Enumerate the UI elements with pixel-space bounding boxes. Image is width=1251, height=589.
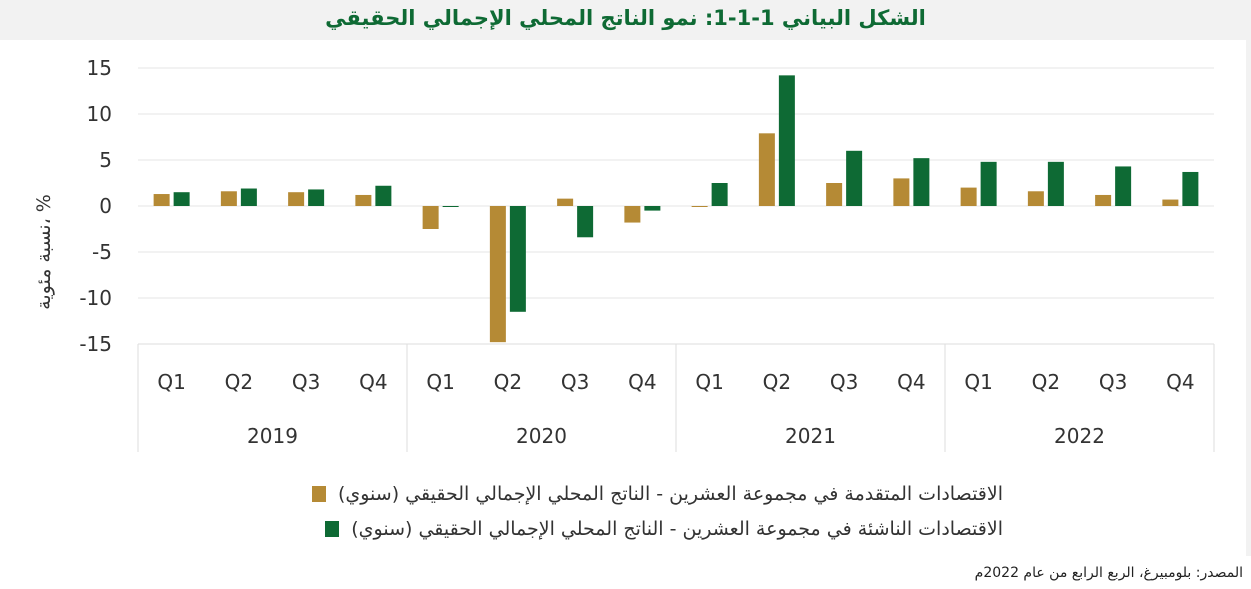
x-tick-label: Q2 [763,370,791,394]
legend: الاقتصادات المتقدمة في مجموعة العشرين - … [311,476,1003,546]
legend-label-emerging: الاقتصادات الناشئة في مجموعة العشرين - ا… [351,517,1003,540]
source-note: المصدر: بلومبيرغ، الربع الرابع من عام 20… [974,565,1243,581]
x-tick-label: Q2 [494,370,522,394]
legend-item-advanced: الاقتصادات المتقدمة في مجموعة العشرين - … [311,476,1003,511]
x-tick-label: Q4 [359,370,387,394]
bar-advanced [893,178,910,206]
year-label: 2022 [1054,424,1105,448]
bar-advanced [422,206,439,229]
bar-advanced [489,206,506,343]
bar-emerging [644,206,661,211]
x-tick-label: Q1 [426,370,454,394]
x-tick-label: Q1 [157,370,185,394]
x-tick-label: Q3 [1099,370,1127,394]
legend-label-advanced: الاقتصادات المتقدمة في مجموعة العشرين - … [337,482,1003,505]
bar-advanced [758,133,775,206]
y-tick-label: 15 [87,56,112,80]
bar-advanced [624,206,641,223]
x-tick-label: Q3 [292,370,320,394]
bar-advanced [220,191,237,206]
bar-emerging [442,206,459,207]
x-tick-label: Q1 [695,370,723,394]
y-axis-label: نسبة مئوية، % [33,194,55,310]
x-tick-label: Q3 [561,370,589,394]
bar-emerging [509,206,526,312]
bar-emerging [375,185,392,206]
y-tick-label: 10 [87,102,112,126]
bar-emerging [577,206,594,238]
x-tick-label: Q3 [830,370,858,394]
x-tick-label: Q4 [897,370,925,394]
bar-emerging [240,188,257,206]
bar-emerging [308,189,325,206]
x-tick-label: Q4 [628,370,656,394]
chart-title: الشكل البياني 1-1-1: نمو الناتج المحلي ا… [325,6,926,30]
bar-advanced [1162,199,1179,206]
x-tick-label: Q2 [225,370,253,394]
bar-advanced [1095,194,1112,206]
y-axis: 15 10 5 0 -5 -10 -15 [79,56,112,356]
bar-advanced [288,192,305,206]
y-tick-label: 5 [99,148,112,172]
bar-emerging [846,150,863,206]
bar-advanced [826,183,843,206]
legend-swatch-advanced [311,485,326,502]
legend-swatch-emerging [325,520,340,537]
bar-emerging [1047,161,1064,206]
bar-advanced [1027,191,1044,206]
y-tick-label: -10 [79,286,112,310]
bar-advanced [960,187,977,206]
year-label: 2021 [785,424,836,448]
bar-emerging [980,161,997,206]
bar-emerging [1182,171,1199,206]
y-tick-label: -15 [79,332,112,356]
x-tick-label: Q4 [1166,370,1194,394]
x-axis: Q1 Q2 Q3 Q4 Q1 Q2 Q3 Q4 Q1 Q2 Q3 Q4 Q1 Q2 Q3 Q4 2019 2020… [137,343,1215,452]
bar-advanced [557,198,574,206]
bar-emerging [913,158,930,206]
bar-emerging [778,75,795,206]
bars [153,75,1199,343]
title-bar: الشكل البياني 1-1-1: نمو الناتج المحلي ا… [0,0,1251,40]
bar-emerging [1115,166,1132,206]
x-tick-label: Q1 [964,370,992,394]
bar-advanced [355,194,372,206]
legend-item-emerging: الاقتصادات الناشئة في مجموعة العشرين - ا… [312,511,1003,546]
bar-emerging [711,183,728,206]
bar-advanced [691,206,708,207]
year-label: 2020 [516,424,567,448]
bar-emerging [173,192,190,206]
bar-advanced [153,194,170,206]
year-label: 2019 [247,424,298,448]
y-tick-label: -5 [92,240,112,264]
y-tick-label: 0 [99,194,112,218]
x-tick-label: Q2 [1032,370,1060,394]
